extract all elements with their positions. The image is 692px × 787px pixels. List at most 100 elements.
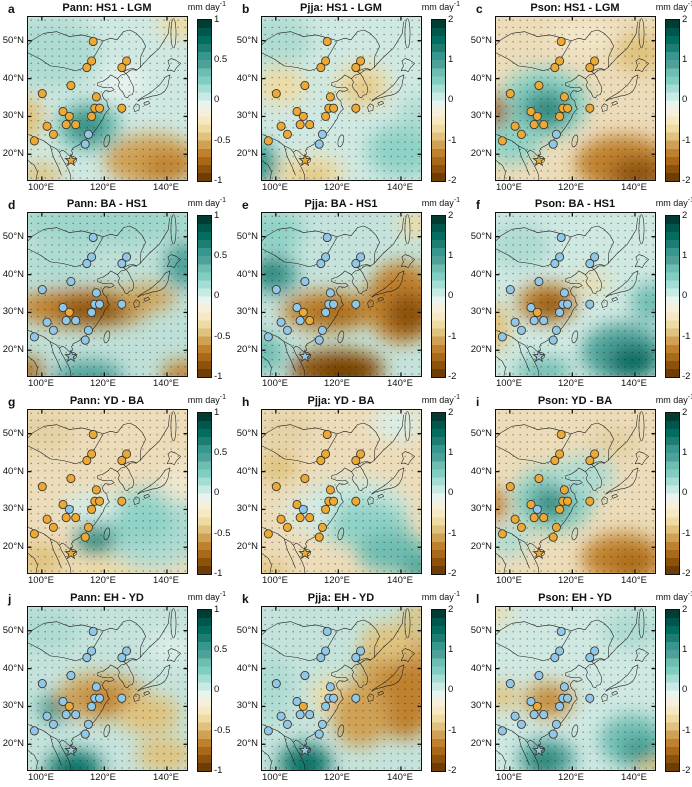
figure-panel-h: h Pjja: YD - BA mm day-1 50°N 40°N 30°N … [236, 393, 466, 589]
lon-tick-label: 140°E [387, 772, 413, 783]
colorbar-unit-label: mm day-1 [422, 591, 460, 602]
proxy-site-dot [315, 533, 323, 541]
lat-tick-label: 40°N [2, 73, 24, 84]
colorbar-tick-label: 0 [448, 290, 454, 301]
lat-tick-label: 50°N [2, 625, 24, 636]
proxy-site-dot [264, 530, 272, 538]
axis-ticks [28, 410, 187, 573]
proxy-site-dot [549, 533, 557, 541]
sakhalin-outline [405, 215, 410, 244]
lon-tick-label: 140°E [621, 378, 647, 389]
map-canvas [262, 213, 421, 376]
proxy-site-dot [293, 107, 301, 115]
proxy-site-dot [272, 89, 280, 97]
axis-ticks [262, 213, 421, 376]
lat-tick-label: 20°N [470, 148, 492, 159]
colorbar-tick-label: 2 [682, 407, 688, 418]
proxy-site-dot [540, 120, 548, 128]
lon-tick-label: 140°E [387, 378, 413, 389]
proxy-site-dot [586, 63, 594, 71]
map-area [495, 16, 656, 181]
proxy-site-dot [67, 277, 75, 285]
lon-tick-label: 120°E [324, 575, 350, 586]
proxy-site-dot [30, 727, 38, 735]
map-area [27, 606, 188, 771]
proxy-site-dot [322, 702, 330, 710]
proxy-site-dot [540, 316, 548, 324]
proxy-site-dot [118, 497, 126, 505]
proxy-site-dot [81, 730, 89, 738]
proxy-site-dot [30, 333, 38, 341]
proxy-site-dot [296, 710, 304, 718]
sakhalin-outline [171, 19, 176, 48]
proxy-site-dot [357, 647, 365, 655]
proxy-site-dot [118, 456, 126, 464]
panel-letter: i [476, 395, 480, 409]
lon-tick-label: 100°E [496, 772, 522, 783]
unit-text: mm day [421, 395, 454, 405]
figure-panel-j: j Pann: EH - YD mm day-1 50°N 40°N 30°N … [2, 590, 232, 786]
proxy-site-dot [84, 523, 92, 531]
proxy-site-dot [323, 430, 331, 438]
proxy-site-dot [357, 450, 365, 458]
colorbar-tick-label: -1 [682, 528, 691, 539]
lon-tick-label: 140°E [621, 772, 647, 783]
lat-tick-label: 50°N [2, 428, 24, 439]
proxy-site-dot [83, 259, 91, 267]
proxy-site-dot [527, 107, 535, 115]
lat-tick-label: 40°N [470, 663, 492, 674]
colorbar-tick-label: 0.5 [214, 644, 228, 655]
proxy-site-dot [277, 318, 285, 326]
coastlines [262, 19, 415, 180]
proxy-site-dot [322, 112, 330, 120]
proxy-site-star [65, 155, 76, 166]
lon-tick-label: 140°E [153, 182, 179, 193]
lat-tick-label: 40°N [470, 466, 492, 477]
lon-tick-label: 120°E [558, 182, 584, 193]
proxy-site-dot [318, 523, 326, 531]
proxy-site-dot [59, 500, 67, 508]
proxy-site-dot [517, 326, 525, 334]
colorbar-unit-label: mm day-1 [188, 591, 226, 602]
proxy-site-dot [306, 316, 314, 324]
proxy-site-dot [527, 303, 535, 311]
stippling-overlay [262, 17, 421, 180]
proxy-site-dot [118, 694, 126, 702]
coastlines [28, 412, 181, 573]
proxy-site-dot [498, 333, 506, 341]
proxy-site-dot [506, 89, 514, 97]
proxy-site-dots [498, 430, 598, 558]
panel-letter: k [242, 592, 249, 606]
unit-text: mm day [187, 395, 220, 405]
proxy-site-dot [586, 104, 594, 112]
proxy-site-dot [549, 336, 557, 344]
sakhalin-outline [639, 412, 644, 441]
figure-panel-d: d Pann: BA - HS1 mm day-1 50°N 40°N 30°N… [2, 196, 232, 392]
colorbar-tick-label: -1 [448, 331, 457, 342]
colorbar [665, 19, 680, 182]
lat-tick-label: 20°N [470, 541, 492, 552]
colorbar-tick-label: 1 [682, 447, 688, 458]
proxy-site-dot [83, 63, 91, 71]
proxy-site-dot [277, 515, 285, 523]
colorbar [665, 609, 680, 772]
proxy-site-dot [296, 513, 304, 521]
proxy-site-dot [72, 316, 80, 324]
colorbar-tick-label: -2 [448, 568, 457, 579]
panel-letter: l [476, 592, 480, 606]
proxy-site-dot [498, 727, 506, 735]
proxy-site-dot [586, 653, 594, 661]
colorbar-tick-label: -0.5 [214, 331, 231, 342]
colorbar-tick-label: 1 [214, 604, 220, 615]
colorbar [431, 609, 446, 772]
proxy-site-dot [586, 497, 594, 505]
proxy-site-dot [560, 683, 568, 691]
proxy-site-dot [89, 627, 97, 635]
proxy-site-dot [326, 93, 334, 101]
map-area [261, 212, 422, 377]
stippling-overlay [496, 213, 655, 376]
panel-letter: d [8, 198, 16, 212]
proxy-site-dot [326, 289, 334, 297]
stippling-overlay [496, 410, 655, 573]
